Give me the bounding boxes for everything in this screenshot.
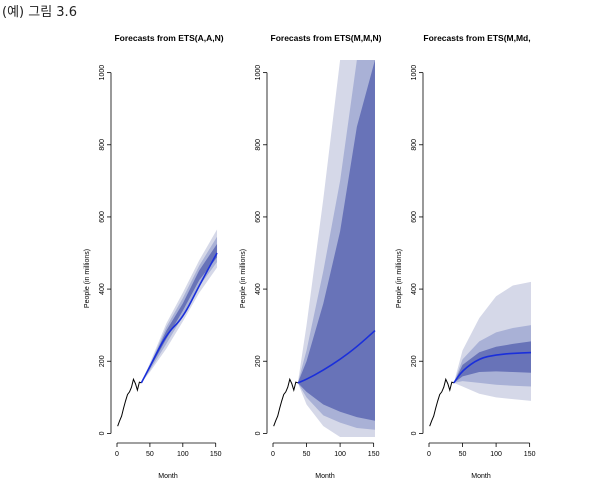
y-tick-label: 200 bbox=[411, 355, 418, 367]
x-tick-label: 50 bbox=[303, 451, 311, 458]
forecast-series-line bbox=[140, 252, 218, 384]
y-tick-label: 800 bbox=[99, 139, 106, 151]
y-tick-label: 800 bbox=[255, 139, 262, 151]
chart-title: Forecasts from ETS(A,A,N) bbox=[114, 33, 223, 43]
x-tick-label: 150 bbox=[210, 451, 222, 458]
x-tick-label: 150 bbox=[524, 451, 536, 458]
y-tick-label: 600 bbox=[255, 211, 262, 223]
plot-area bbox=[429, 281, 532, 427]
x-axis-label: Month bbox=[158, 473, 178, 480]
y-tick-label: 1000 bbox=[99, 65, 106, 81]
history-series-line bbox=[429, 377, 454, 427]
plot-area bbox=[273, 60, 376, 437]
forecast-series-line bbox=[297, 329, 376, 384]
y-tick-label: 0 bbox=[99, 431, 106, 435]
y-tick-label: 400 bbox=[255, 283, 262, 295]
x-tick-label: 150 bbox=[368, 451, 380, 458]
chart-panel-1: 0 200 400 600 800 1000 0 50 100 150 Month People (i… bbox=[84, 33, 224, 480]
chart-title: Forecasts from ETS(M,Md, bbox=[423, 33, 530, 43]
interval-band-inner bbox=[453, 341, 531, 383]
y-tick-label: 200 bbox=[255, 355, 262, 367]
y-tick-label: 600 bbox=[411, 211, 418, 223]
y-tick-label: 1000 bbox=[255, 65, 262, 81]
x-tick-label: 0 bbox=[427, 451, 431, 458]
forecast-series-line bbox=[453, 351, 532, 384]
y-axis-label: People (in millions) bbox=[396, 249, 403, 308]
y-tick-label: 400 bbox=[411, 283, 418, 295]
y-tick-label: 0 bbox=[255, 431, 262, 435]
y-tick-label: 600 bbox=[99, 211, 106, 223]
x-axis-label: Month bbox=[315, 473, 335, 480]
history-series-line bbox=[273, 377, 298, 427]
y-tick-label: 400 bbox=[99, 283, 106, 295]
x-tick-label: 0 bbox=[271, 451, 275, 458]
history-series-line bbox=[117, 377, 142, 427]
x-axis-label: Month bbox=[471, 473, 491, 480]
figure-caption: (예) 그림 3.6 bbox=[2, 5, 77, 20]
interval-band-inner bbox=[141, 243, 218, 383]
x-tick-label: 100 bbox=[334, 451, 346, 458]
interval-band-inner bbox=[297, 60, 375, 421]
plot-area bbox=[117, 229, 218, 427]
x-tick-label: 100 bbox=[177, 451, 189, 458]
x-tick-label: 50 bbox=[146, 451, 154, 458]
chart-panel-2: 0 200 400 600 800 1000 0 50 100 150 Month People (i… bbox=[240, 33, 382, 480]
y-tick-label: 0 bbox=[411, 431, 418, 435]
x-tick-label: 100 bbox=[490, 451, 502, 458]
y-axis-label: People (in millions) bbox=[240, 249, 247, 308]
x-tick-label: 0 bbox=[115, 451, 119, 458]
y-tick-label: 800 bbox=[411, 139, 418, 151]
chart-title: Forecasts from ETS(M,M,N) bbox=[271, 33, 382, 43]
x-tick-label: 50 bbox=[459, 451, 467, 458]
chart-panel-3: 0 200 400 600 800 1000 0 50 100 150 Month People (i… bbox=[396, 33, 536, 480]
y-tick-label: 200 bbox=[99, 355, 106, 367]
y-axis-label: People (in millions) bbox=[84, 249, 91, 308]
y-tick-label: 1000 bbox=[411, 65, 418, 81]
